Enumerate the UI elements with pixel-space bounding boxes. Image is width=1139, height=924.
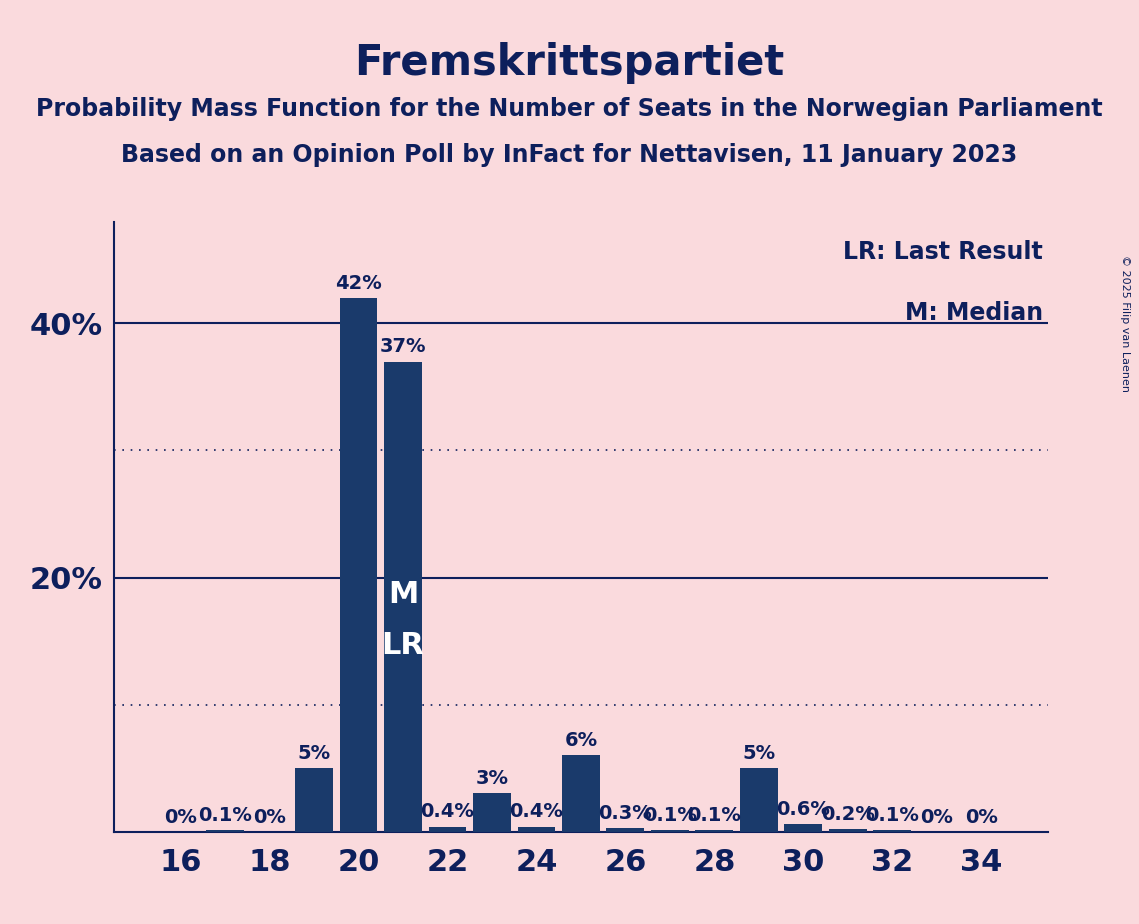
Bar: [696, 831, 734, 832]
Bar: [473, 794, 510, 832]
Bar: [562, 756, 600, 832]
Bar: [206, 831, 244, 832]
Bar: [295, 768, 333, 832]
Text: 0.4%: 0.4%: [420, 802, 475, 821]
Bar: [606, 828, 645, 832]
Text: 0.4%: 0.4%: [509, 802, 564, 821]
Text: © 2025 Filip van Laenen: © 2025 Filip van Laenen: [1121, 255, 1130, 392]
Bar: [650, 831, 689, 832]
Text: 3%: 3%: [475, 770, 508, 788]
Text: 0%: 0%: [965, 808, 998, 827]
Text: Fremskrittspartiet: Fremskrittspartiet: [354, 42, 785, 83]
Text: 0%: 0%: [253, 808, 286, 827]
Text: 0%: 0%: [920, 808, 953, 827]
Text: 0.1%: 0.1%: [642, 807, 697, 825]
Bar: [339, 298, 377, 832]
Text: M: M: [387, 580, 418, 609]
Text: 0.1%: 0.1%: [687, 807, 741, 825]
Text: 0.6%: 0.6%: [777, 800, 830, 819]
Text: 0.1%: 0.1%: [866, 807, 919, 825]
Text: 0.1%: 0.1%: [198, 807, 252, 825]
Text: LR: Last Result: LR: Last Result: [844, 240, 1043, 264]
Text: 37%: 37%: [379, 337, 426, 357]
Bar: [517, 827, 556, 832]
Bar: [428, 827, 466, 832]
Text: Based on an Opinion Poll by InFact for Nettavisen, 11 January 2023: Based on an Opinion Poll by InFact for N…: [122, 143, 1017, 167]
Text: 5%: 5%: [743, 744, 776, 763]
Text: M: Median: M: Median: [906, 301, 1043, 325]
Text: 0%: 0%: [164, 808, 197, 827]
Text: LR: LR: [382, 631, 425, 660]
Text: 0.2%: 0.2%: [821, 805, 875, 824]
Text: 0.3%: 0.3%: [598, 804, 653, 822]
Bar: [785, 824, 822, 832]
Bar: [740, 768, 778, 832]
Text: 6%: 6%: [564, 731, 598, 750]
Bar: [829, 829, 867, 832]
Text: 42%: 42%: [335, 274, 382, 293]
Bar: [384, 361, 421, 832]
Text: 5%: 5%: [297, 744, 330, 763]
Bar: [874, 831, 911, 832]
Text: Probability Mass Function for the Number of Seats in the Norwegian Parliament: Probability Mass Function for the Number…: [36, 97, 1103, 121]
